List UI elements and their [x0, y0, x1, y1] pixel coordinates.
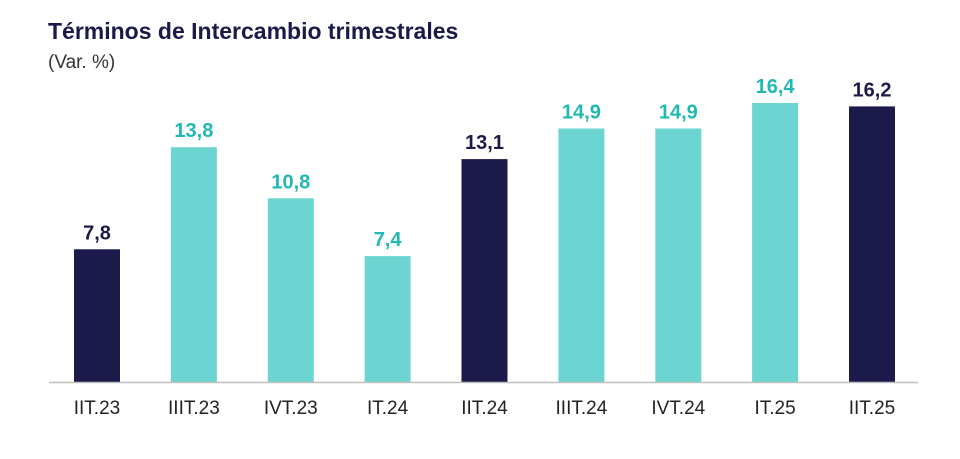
- bar-IIIT.23: [170, 147, 217, 382]
- x-tick-label-IIIT.23: IIIT.23: [168, 398, 220, 419]
- x-tick-label-IIT.24: IIT.24: [461, 398, 508, 419]
- data-label-IIT.23: 7,8: [83, 222, 111, 244]
- chart-title: Términos de Intercambio trimestrales: [48, 18, 459, 44]
- x-tick-label-IVT.23: IVT.23: [264, 398, 318, 419]
- x-tick-label-IIT.23: IIT.23: [74, 398, 120, 419]
- x-tick-label-IT.24: IT.24: [367, 398, 409, 419]
- x-tick-label-IT.25: IT.25: [754, 398, 795, 419]
- bar-IIT.25: [849, 106, 895, 383]
- bar-IIT.24: [461, 159, 508, 382]
- x-tick-label-IIT.25: IIT.25: [849, 398, 895, 419]
- bar-IIIT.24: [558, 128, 605, 382]
- x-tick-label-IVT.24: IVT.24: [651, 398, 705, 419]
- data-label-IIT.25: 16,2: [853, 79, 892, 101]
- data-label-IVT.23: 10,8: [271, 171, 310, 193]
- bar-IT.24: [364, 256, 411, 382]
- bar-IVT.24: [655, 128, 702, 382]
- data-label-IVT.24: 14,9: [659, 102, 698, 124]
- bar-IIT.23: [74, 249, 120, 382]
- x-tick-label-IIIT.24: IIIT.24: [556, 398, 608, 419]
- data-label-IIIT.24: 14,9: [562, 102, 601, 124]
- data-label-IT.25: 16,4: [756, 76, 796, 98]
- data-label-IIT.24: 13,1: [465, 132, 504, 154]
- bar-IVT.23: [267, 198, 314, 382]
- bar-IT.25: [752, 103, 799, 382]
- chart-subtitle: (Var. %): [48, 52, 116, 73]
- data-label-IT.24: 7,4: [374, 229, 403, 251]
- data-label-IIIT.23: 13,8: [174, 120, 213, 142]
